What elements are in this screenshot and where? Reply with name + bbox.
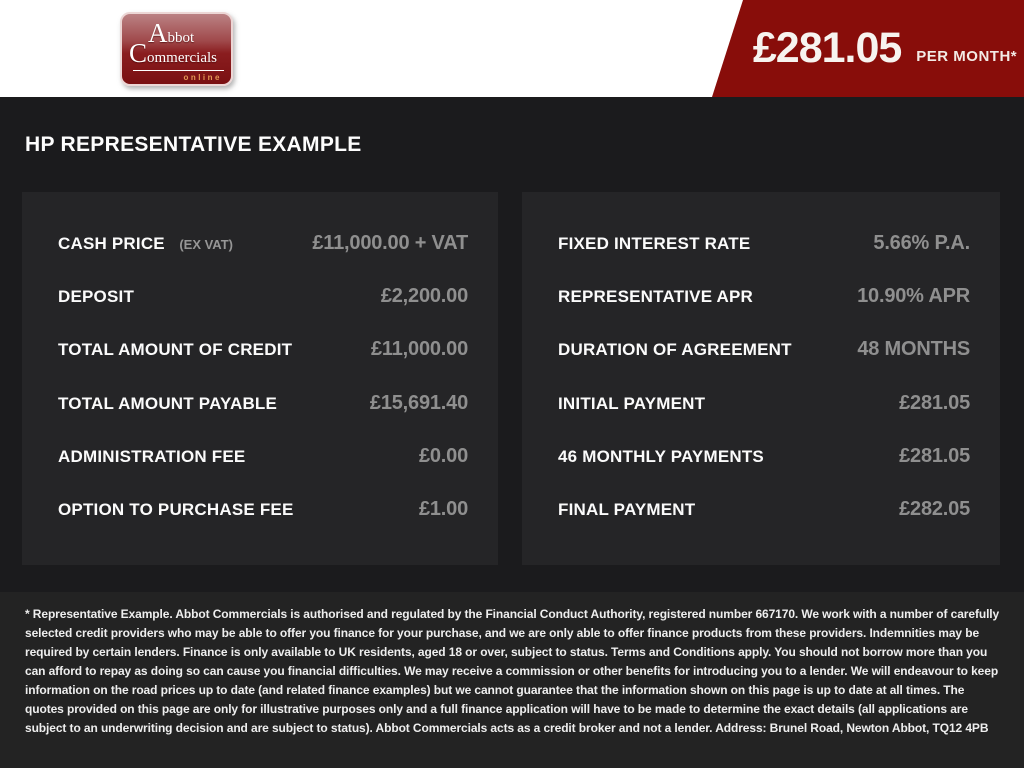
finance-row-value: 10.90% APR	[857, 285, 970, 308]
finance-row-value: £2,200.00	[380, 285, 468, 308]
finance-row-value: £11,000.00 + VAT	[312, 232, 468, 255]
finance-row-label: TOTAL AMOUNT OF CREDIT	[58, 340, 293, 360]
disclaimer-text: * Representative Example. Abbot Commerci…	[25, 607, 1000, 735]
finance-row-monthly-payments: 46 MONTHLY PAYMENTS £281.05	[558, 445, 970, 468]
finance-row-value: £281.05	[899, 391, 970, 414]
finance-row-value: £15,691.40	[369, 391, 468, 414]
finance-panel-left: CASH PRICE (EX VAT) £11,000.00 + VAT DEP…	[22, 192, 498, 565]
header-bar: Abbot Commercials online £281.05 PER MON…	[0, 0, 1024, 97]
finance-row-value: £0.00	[418, 444, 468, 467]
finance-row-label: CASH PRICE	[58, 234, 165, 254]
logo-divider	[133, 70, 224, 71]
finance-row-apr: REPRESENTATIVE APR 10.90% APR	[558, 285, 970, 308]
finance-row-admin-fee: ADMINISTRATION FEE £0.00	[58, 445, 468, 468]
finance-row-label: FIXED INTEREST RATE	[558, 234, 751, 254]
finance-panel-right: FIXED INTEREST RATE 5.66% P.A. REPRESENT…	[522, 192, 1000, 565]
monthly-price-amount: £281.05	[752, 24, 902, 72]
logo-word-online: online	[183, 73, 222, 82]
logo-word-commercials: Commercials	[129, 38, 217, 68]
finance-row-label: INITIAL PAYMENT	[558, 393, 706, 413]
finance-row-label: 46 MONTHLY PAYMENTS	[558, 446, 764, 466]
finance-row-label: REPRESENTATIVE APR	[558, 287, 754, 307]
page-title: HP REPRESENTATIVE EXAMPLE	[25, 133, 362, 156]
finance-row-label: TOTAL AMOUNT PAYABLE	[58, 393, 278, 413]
finance-row-value: £11,000.00	[371, 338, 468, 361]
finance-row-final-payment: FINAL PAYMENT £282.05	[558, 498, 970, 521]
logo-word-abbot: Abbot	[148, 18, 195, 48]
finance-row-initial-payment: INITIAL PAYMENT £281.05	[558, 392, 970, 415]
finance-row-label: FINAL PAYMENT	[558, 499, 696, 519]
finance-row-value: £1.00	[418, 497, 468, 520]
finance-row-option-fee: OPTION TO PURCHASE FEE £1.00	[58, 498, 468, 521]
abbot-commercials-logo[interactable]: Abbot Commercials online	[120, 12, 233, 86]
finance-row-value: £282.05	[899, 497, 970, 520]
finance-row-value: 48 MONTHS	[857, 338, 970, 361]
monthly-price-banner: £281.05 PER MONTH*	[712, 0, 1024, 97]
finance-row-value: 5.66% P.A.	[873, 232, 970, 255]
finance-row-total-payable: TOTAL AMOUNT PAYABLE £15,691.40	[58, 392, 468, 415]
finance-row-value: £281.05	[899, 444, 970, 467]
footer-section: * Representative Example. Abbot Commerci…	[0, 592, 1024, 768]
finance-row-cash-price: CASH PRICE (EX VAT) £11,000.00 + VAT	[58, 232, 468, 255]
finance-row-label: OPTION TO PURCHASE FEE	[58, 499, 294, 519]
finance-row-duration: DURATION OF AGREEMENT 48 MONTHS	[558, 338, 970, 361]
finance-row-interest-rate: FIXED INTEREST RATE 5.66% P.A.	[558, 232, 970, 255]
finance-row-total-credit: TOTAL AMOUNT OF CREDIT £11,000.00	[58, 338, 468, 361]
monthly-price-period: PER MONTH*	[916, 48, 1018, 65]
finance-row-label: DEPOSIT	[58, 287, 135, 307]
finance-row-label: DURATION OF AGREEMENT	[558, 340, 792, 360]
finance-row-label: ADMINISTRATION FEE	[58, 446, 246, 466]
finance-row-sublabel: (EX VAT)	[179, 237, 233, 253]
finance-row-deposit: DEPOSIT £2,200.00	[58, 285, 468, 308]
